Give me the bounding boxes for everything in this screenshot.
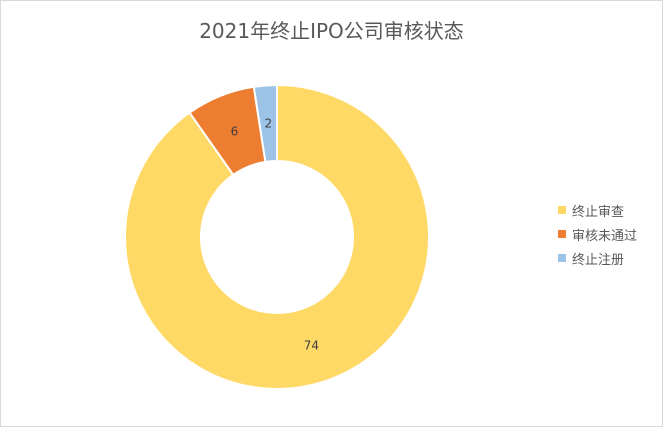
legend-swatch <box>558 254 566 262</box>
legend-item-1: 终止审查 <box>558 198 637 222</box>
data-label-3: 2 <box>264 116 272 130</box>
legend-label: 审核未通过 <box>572 228 638 244</box>
slice-1 <box>124 83 430 390</box>
chart-title: 2021年终止IPO公司审核状态 <box>199 19 464 43</box>
data-label-2: 6 <box>231 124 239 138</box>
legend-swatch <box>558 206 566 214</box>
slice-3 <box>252 83 278 164</box>
legend-label: 终止注册 <box>572 252 625 268</box>
legend-item-3: 终止注册 <box>558 246 637 270</box>
legend: 终止审查审核未通过终止注册 <box>558 198 637 270</box>
legend-label: 终止审查 <box>572 204 625 220</box>
legend-item-2: 审核未通过 <box>558 222 637 246</box>
data-label-1: 74 <box>304 339 319 353</box>
legend-swatch <box>558 230 566 238</box>
